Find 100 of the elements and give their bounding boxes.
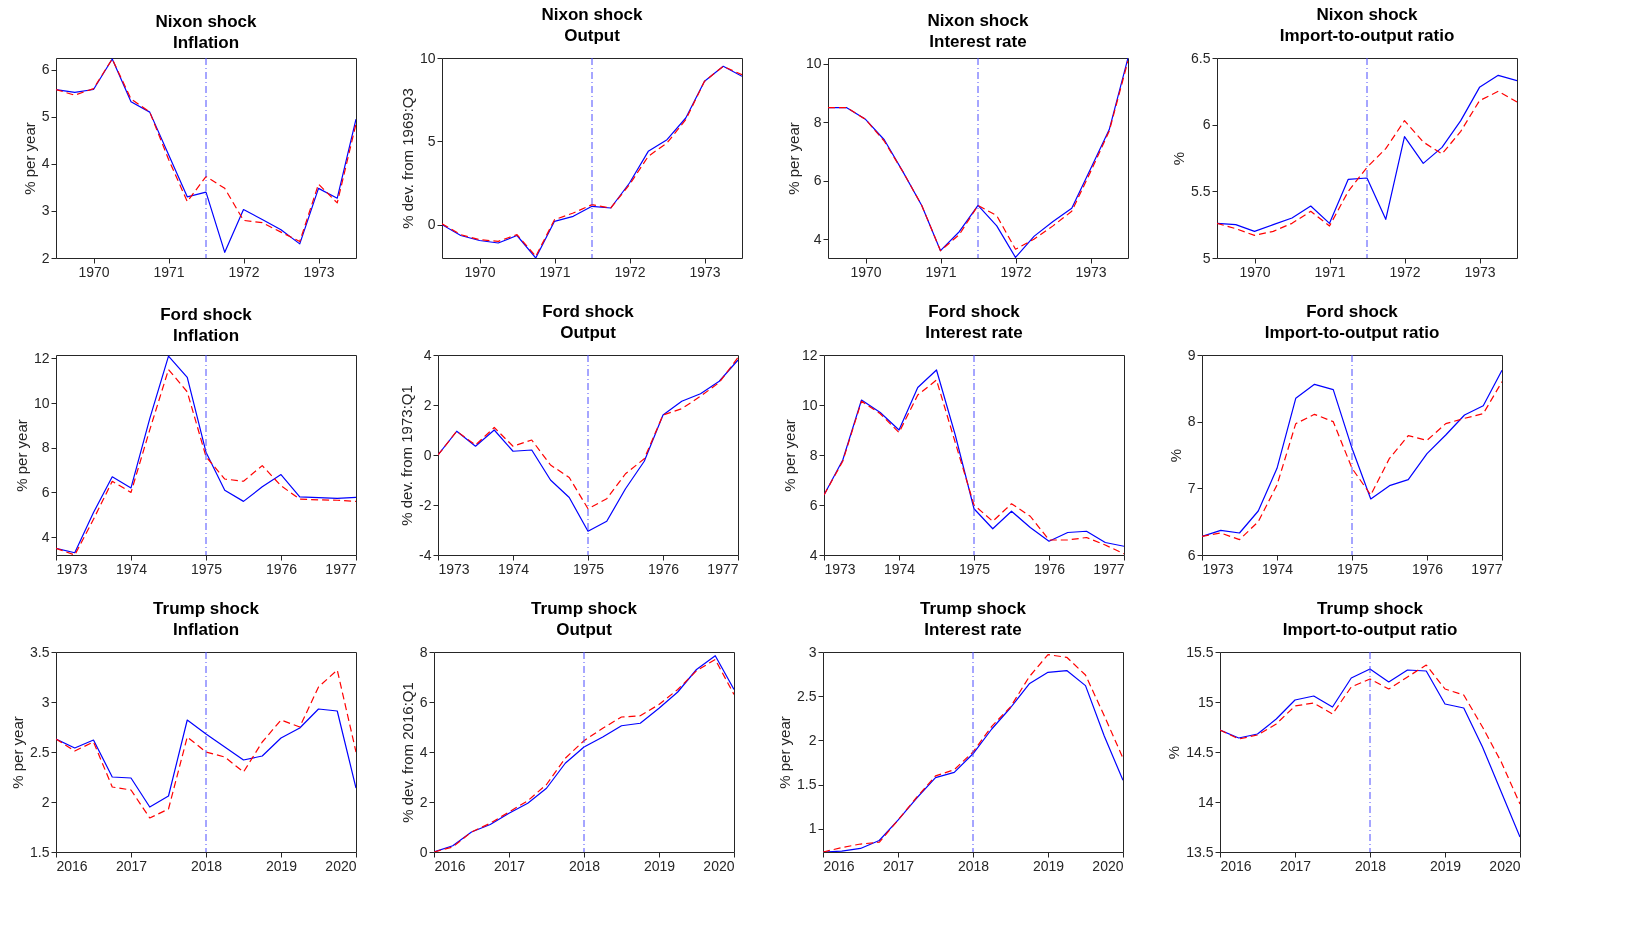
x-tick-label: 2020 <box>1092 857 1124 874</box>
y-tick-label: -2 <box>419 496 432 513</box>
y-tick-label: 1 <box>808 820 817 837</box>
y-tick-label: 8 <box>813 113 822 130</box>
y-tick-label: 3 <box>808 643 817 660</box>
y-tick-label: 3.5 <box>30 643 50 660</box>
x-tick-label: 1974 <box>497 560 530 577</box>
y-tick-label: 15 <box>1197 693 1214 710</box>
y-tick-label: 2 <box>419 793 428 810</box>
chart-title: Trump shock <box>920 599 1027 618</box>
x-tick-label: 1975 <box>572 560 605 577</box>
x-tick-label: 1973 <box>1202 560 1234 577</box>
x-tick-label: 1973 <box>56 560 88 577</box>
y-tick-label: 1.5 <box>30 843 50 860</box>
y-tick-label: 4 <box>813 230 822 247</box>
y-axis-title: % <box>1170 151 1188 166</box>
y-tick-label: 6 <box>419 693 428 710</box>
y-tick-label: 8 <box>1187 413 1196 430</box>
y-axis-title: % per year <box>776 716 794 789</box>
y-tick-label: 6 <box>41 61 50 78</box>
y-tick-label: 10 <box>33 394 50 411</box>
y-tick-label: 5 <box>1202 249 1211 266</box>
y-axis-title: % dev. from 1973:Q1 <box>398 385 416 526</box>
x-tick-label: 2019 <box>265 857 298 874</box>
y-tick-label: 10 <box>801 396 818 413</box>
y-axis-title: % per year <box>20 122 38 195</box>
y-tick-label: 2 <box>41 249 50 266</box>
x-tick-label: 1973 <box>824 560 856 577</box>
y-axis-title: % per year <box>12 419 30 492</box>
y-tick-label: 2.5 <box>797 687 817 704</box>
y-tick-label: 9 <box>1187 346 1196 363</box>
chart-title: Ford shock <box>1306 302 1399 321</box>
y-tick-label: 15.5 <box>1186 643 1214 660</box>
y-tick-label: 8 <box>809 446 818 463</box>
y-axis-title: % per year <box>784 122 802 195</box>
chart-subtitle: Output <box>560 323 617 342</box>
y-tick-label: 6 <box>41 483 50 500</box>
x-tick-label: 1973 <box>1464 263 1496 280</box>
x-tick-label: 1973 <box>438 560 470 577</box>
x-tick-label: 1971 <box>153 263 185 280</box>
y-tick-label: -4 <box>419 546 432 563</box>
x-tick-label: 1972 <box>614 263 646 280</box>
y-tick-label: 8 <box>41 439 50 456</box>
y-axis-title: % dev. from 1969:Q3 <box>398 88 416 229</box>
y-tick-label: 6 <box>809 496 818 513</box>
x-tick-label: 1971 <box>1314 263 1346 280</box>
x-tick-label: 2018 <box>190 857 223 874</box>
x-tick-label: 1973 <box>1075 263 1107 280</box>
chart-subtitle: Interest rate <box>924 620 1022 639</box>
y-tick-label: 13.5 <box>1186 843 1214 860</box>
x-tick-label: 2016 <box>434 857 466 874</box>
x-tick-label: 2018 <box>957 857 990 874</box>
x-tick-label: 1972 <box>1000 263 1032 280</box>
chart-title: Trump shock <box>153 599 260 618</box>
x-tick-label: 2017 <box>1279 857 1312 874</box>
chart-subtitle: Inflation <box>172 620 240 639</box>
y-tick-label: 5 <box>41 108 50 125</box>
y-tick-label: 4 <box>809 546 818 563</box>
x-tick-label: 1970 <box>850 263 882 280</box>
y-tick-label: 7 <box>1187 479 1196 496</box>
x-tick-label: 1974 <box>115 560 148 577</box>
x-tick-label: 1972 <box>228 263 260 280</box>
y-tick-label: 4 <box>423 346 432 363</box>
y-tick-label: 2.5 <box>30 743 50 760</box>
x-tick-label: 1973 <box>689 263 721 280</box>
x-tick-label: 2019 <box>1429 857 1462 874</box>
x-tick-label: 2020 <box>325 857 357 874</box>
x-tick-label: 1973 <box>303 263 335 280</box>
y-tick-label: 6 <box>1202 116 1211 133</box>
x-tick-label: 1976 <box>265 560 298 577</box>
y-tick-label: 8 <box>419 643 428 660</box>
y-tick-label: 4 <box>41 155 50 172</box>
x-tick-label: 1977 <box>325 560 357 577</box>
chart-subtitle: Interest rate <box>925 323 1023 342</box>
x-tick-label: 1974 <box>1261 560 1294 577</box>
y-tick-label: 10 <box>419 49 436 66</box>
y-tick-label: 12 <box>801 346 818 363</box>
x-tick-label: 2017 <box>115 857 148 874</box>
chart-title: Ford shock <box>542 302 635 321</box>
x-tick-label: 1970 <box>78 263 110 280</box>
x-tick-label: 1972 <box>1389 263 1421 280</box>
x-tick-label: 2016 <box>823 857 855 874</box>
y-tick-label: 2 <box>41 793 50 810</box>
x-tick-label: 1977 <box>1471 560 1503 577</box>
x-tick-label: 1975 <box>958 560 991 577</box>
y-tick-label: 3 <box>41 693 50 710</box>
x-tick-label: 2018 <box>1354 857 1387 874</box>
x-tick-label: 1977 <box>707 560 739 577</box>
y-tick-label: 2 <box>808 732 817 748</box>
y-tick-label: 6.5 <box>1191 49 1211 66</box>
y-axis-title: % per year <box>9 716 27 789</box>
x-tick-label: 2017 <box>882 857 915 874</box>
y-tick-label: 0 <box>427 216 436 233</box>
x-tick-label: 1970 <box>1239 263 1271 280</box>
x-tick-label: 1976 <box>1411 560 1444 577</box>
chart-title: Nixon shock <box>927 10 1030 30</box>
line-series <box>1220 668 1520 838</box>
chart-title: Nixon shock <box>1316 5 1419 24</box>
x-tick-label: 2017 <box>493 857 526 874</box>
line-series <box>56 669 356 819</box>
